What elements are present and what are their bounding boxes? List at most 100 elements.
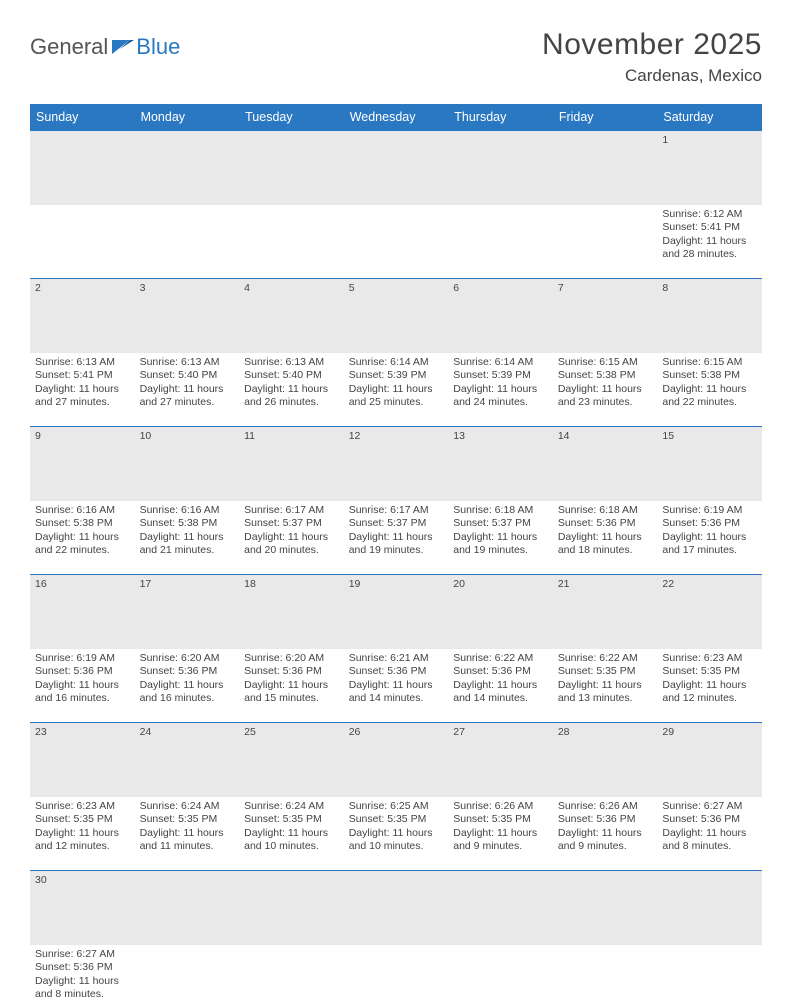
daylight-text: Daylight: 11 hours and 16 minutes.: [140, 679, 235, 706]
day-details-cell: Sunrise: 6:26 AMSunset: 5:36 PMDaylight:…: [553, 797, 658, 871]
sunrise-text: Sunrise: 6:25 AM: [349, 800, 444, 814]
daylight-text: Daylight: 11 hours and 16 minutes.: [35, 679, 130, 706]
day-number-cell: 2: [30, 279, 135, 353]
day-number: 27: [453, 726, 465, 738]
day-details-cell: [344, 945, 449, 1008]
day-number-cell: 6: [448, 279, 553, 353]
day-number: 20: [453, 578, 465, 590]
sunrise-text: Sunrise: 6:22 AM: [558, 652, 653, 666]
sunset-text: Sunset: 5:36 PM: [35, 665, 130, 679]
day-details-row: Sunrise: 6:13 AMSunset: 5:41 PMDaylight:…: [30, 353, 762, 427]
sunset-text: Sunset: 5:37 PM: [453, 517, 548, 531]
location-subtitle: Cardenas, Mexico: [542, 66, 762, 86]
day-number-cell: 30: [30, 871, 135, 945]
sunset-text: Sunset: 5:36 PM: [662, 517, 757, 531]
day-details-cell: Sunrise: 6:26 AMSunset: 5:35 PMDaylight:…: [448, 797, 553, 871]
sunrise-text: Sunrise: 6:18 AM: [558, 504, 653, 518]
sunset-text: Sunset: 5:36 PM: [558, 813, 653, 827]
header-region: General Blue November 2025 Cardenas, Mex…: [30, 28, 762, 86]
sunset-text: Sunset: 5:36 PM: [662, 813, 757, 827]
day-number-cell: 28: [553, 723, 658, 797]
sunrise-text: Sunrise: 6:17 AM: [349, 504, 444, 518]
sunrise-text: Sunrise: 6:27 AM: [35, 948, 130, 962]
day-number-cell: 9: [30, 427, 135, 501]
daylight-text: Daylight: 11 hours and 10 minutes.: [244, 827, 339, 854]
daylight-text: Daylight: 11 hours and 12 minutes.: [662, 679, 757, 706]
daylight-text: Daylight: 11 hours and 9 minutes.: [453, 827, 548, 854]
day-details-cell: Sunrise: 6:22 AMSunset: 5:35 PMDaylight:…: [553, 649, 658, 723]
daylight-text: Daylight: 11 hours and 19 minutes.: [349, 531, 444, 558]
weekday-header: Sunday: [30, 104, 135, 131]
sunset-text: Sunset: 5:36 PM: [558, 517, 653, 531]
day-details-cell: Sunrise: 6:23 AMSunset: 5:35 PMDaylight:…: [657, 649, 762, 723]
daylight-text: Daylight: 11 hours and 13 minutes.: [558, 679, 653, 706]
day-number-cell: [553, 871, 658, 945]
day-details-cell: Sunrise: 6:13 AMSunset: 5:40 PMDaylight:…: [239, 353, 344, 427]
day-details-cell: [135, 205, 240, 279]
sunrise-text: Sunrise: 6:13 AM: [244, 356, 339, 370]
sunset-text: Sunset: 5:39 PM: [349, 369, 444, 383]
daylight-text: Daylight: 11 hours and 27 minutes.: [35, 383, 130, 410]
day-number-cell: [344, 871, 449, 945]
day-number: 11: [244, 430, 255, 442]
day-details-cell: Sunrise: 6:27 AMSunset: 5:36 PMDaylight:…: [657, 797, 762, 871]
sunset-text: Sunset: 5:38 PM: [35, 517, 130, 531]
day-number: 12: [349, 430, 361, 442]
day-details-cell: Sunrise: 6:19 AMSunset: 5:36 PMDaylight:…: [657, 501, 762, 575]
daylight-text: Daylight: 11 hours and 8 minutes.: [662, 827, 757, 854]
day-details-cell: Sunrise: 6:24 AMSunset: 5:35 PMDaylight:…: [239, 797, 344, 871]
day-number-cell: [135, 131, 240, 205]
day-number-cell: 5: [344, 279, 449, 353]
sunset-text: Sunset: 5:38 PM: [140, 517, 235, 531]
day-details-row: Sunrise: 6:12 AMSunset: 5:41 PMDaylight:…: [30, 205, 762, 279]
day-details-cell: Sunrise: 6:16 AMSunset: 5:38 PMDaylight:…: [30, 501, 135, 575]
sunrise-text: Sunrise: 6:14 AM: [453, 356, 548, 370]
sunrise-text: Sunrise: 6:26 AM: [558, 800, 653, 814]
day-number: 1: [662, 134, 668, 146]
day-number: 8: [662, 282, 668, 294]
day-details-row: Sunrise: 6:16 AMSunset: 5:38 PMDaylight:…: [30, 501, 762, 575]
day-number: 24: [140, 726, 152, 738]
day-number: 6: [453, 282, 459, 294]
day-details-cell: Sunrise: 6:18 AMSunset: 5:36 PMDaylight:…: [553, 501, 658, 575]
sunset-text: Sunset: 5:38 PM: [558, 369, 653, 383]
weekday-header: Friday: [553, 104, 658, 131]
logo-text-general: General: [30, 34, 108, 60]
day-details-cell: Sunrise: 6:21 AMSunset: 5:36 PMDaylight:…: [344, 649, 449, 723]
day-details-row: Sunrise: 6:27 AMSunset: 5:36 PMDaylight:…: [30, 945, 762, 1008]
sunrise-text: Sunrise: 6:24 AM: [244, 800, 339, 814]
sunrise-text: Sunrise: 6:19 AM: [35, 652, 130, 666]
weekday-header-row: Sunday Monday Tuesday Wednesday Thursday…: [30, 104, 762, 131]
day-details-cell: Sunrise: 6:22 AMSunset: 5:36 PMDaylight:…: [448, 649, 553, 723]
day-details-cell: Sunrise: 6:14 AMSunset: 5:39 PMDaylight:…: [448, 353, 553, 427]
sunrise-text: Sunrise: 6:13 AM: [140, 356, 235, 370]
day-details-cell: [657, 945, 762, 1008]
sunset-text: Sunset: 5:37 PM: [349, 517, 444, 531]
daylight-text: Daylight: 11 hours and 18 minutes.: [558, 531, 653, 558]
day-number-row: 30: [30, 871, 762, 945]
daylight-text: Daylight: 11 hours and 14 minutes.: [453, 679, 548, 706]
sunset-text: Sunset: 5:35 PM: [662, 665, 757, 679]
daylight-text: Daylight: 11 hours and 22 minutes.: [662, 383, 757, 410]
day-details-cell: Sunrise: 6:23 AMSunset: 5:35 PMDaylight:…: [30, 797, 135, 871]
sunrise-text: Sunrise: 6:15 AM: [662, 356, 757, 370]
day-number-cell: [657, 871, 762, 945]
day-details-cell: Sunrise: 6:15 AMSunset: 5:38 PMDaylight:…: [553, 353, 658, 427]
daylight-text: Daylight: 11 hours and 21 minutes.: [140, 531, 235, 558]
day-number-cell: 7: [553, 279, 658, 353]
day-details-cell: Sunrise: 6:13 AMSunset: 5:40 PMDaylight:…: [135, 353, 240, 427]
day-details-cell: Sunrise: 6:12 AMSunset: 5:41 PMDaylight:…: [657, 205, 762, 279]
sunset-text: Sunset: 5:40 PM: [140, 369, 235, 383]
day-details-cell: [239, 205, 344, 279]
sunrise-text: Sunrise: 6:23 AM: [662, 652, 757, 666]
day-number: 19: [349, 578, 361, 590]
day-details-cell: Sunrise: 6:25 AMSunset: 5:35 PMDaylight:…: [344, 797, 449, 871]
day-details-cell: [30, 205, 135, 279]
sunrise-text: Sunrise: 6:21 AM: [349, 652, 444, 666]
sunrise-text: Sunrise: 6:12 AM: [662, 208, 757, 222]
logo-text-blue: Blue: [136, 34, 180, 60]
sunset-text: Sunset: 5:37 PM: [244, 517, 339, 531]
weekday-header: Wednesday: [344, 104, 449, 131]
sunset-text: Sunset: 5:35 PM: [349, 813, 444, 827]
sunset-text: Sunset: 5:41 PM: [662, 221, 757, 235]
